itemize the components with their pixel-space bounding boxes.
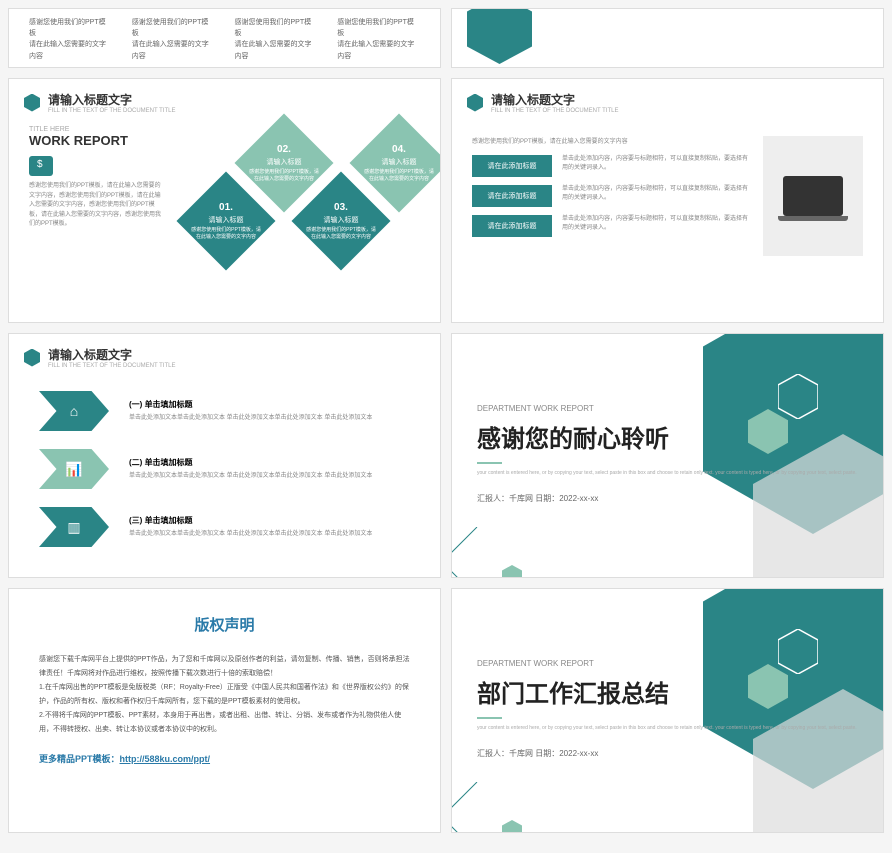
header-title: 请输入标题文字	[48, 91, 175, 108]
chart-icon: ▥	[67, 519, 80, 536]
more-templates-link: 更多精品PPT模板：http://588ku.com/ppt/	[39, 752, 410, 765]
content-row: 请在此添加标题 单击此处添加内容，内容要与标题相符，可以直接复制粘贴，要选择有用…	[472, 185, 748, 207]
laptop-image	[763, 136, 863, 256]
text-item: 感谢您使用我们的PPT模板 请在此输入您需要的文字内容	[235, 17, 318, 59]
slide-5: 请输入标题文字 FILL IN THE TEXT OF THE DOCUMENT…	[8, 333, 441, 578]
corner-decoration	[451, 527, 502, 578]
slide-3: 请输入标题文字 FILL IN THE TEXT OF THE DOCUMENT…	[8, 78, 441, 323]
slide-2	[451, 8, 884, 68]
text-item: 感谢您使用我们的PPT模板 请在此输入您需要的文字内容	[337, 17, 420, 59]
thank-you-title: 感谢您的耐心聆听	[477, 419, 857, 454]
slide-grid: 感谢您使用我们的PPT模板 请在此输入您需要的文字内容 感谢您使用我们的PPT模…	[8, 8, 884, 833]
slide-4: 请输入标题文字 FILL IN THE TEXT OF THE DOCUMENT…	[451, 78, 884, 323]
slide-8: DEPARTMENT WORK REPORT 部门工作汇报总结 your con…	[451, 588, 884, 833]
report-title: 部门工作汇报总结	[477, 674, 857, 709]
slide-1: 感谢您使用我们的PPT模板 请在此输入您需要的文字内容 感谢您使用我们的PPT模…	[8, 8, 441, 68]
hexagon-icon	[24, 94, 40, 112]
chart-icon: 📊	[65, 461, 82, 478]
content-row: 请在此添加标题 单击此处添加内容，内容要与标题相符，可以直接复制粘贴，要选择有用…	[472, 155, 748, 177]
hexagon-icon	[24, 349, 40, 367]
slide-7-copyright: 版权声明 感谢您下载千库网平台上提供的PPT作品，为了您和千库网以及原创作者的利…	[8, 588, 441, 833]
hexagon-icon	[467, 94, 483, 112]
header-subtitle: FILL IN THE TEXT OF THE DOCUMENT TITLE	[48, 108, 175, 114]
hexagon-tiny	[502, 565, 522, 578]
text-item: 感谢您使用我们的PPT模板 请在此输入您需要的文字内容	[29, 17, 112, 59]
copyright-title: 版权声明	[39, 614, 410, 635]
diamonds-chart: 01.请输入标题感谢您使用我们的PPT模板，请在此输入您需要的文字内容 02.请…	[186, 126, 420, 286]
ppt-link[interactable]: http://588ku.com/ppt/	[120, 754, 211, 764]
left-content: TITLE HERE WORK REPORT $ 感谢您使用我们的PPT模板，请…	[29, 126, 166, 286]
arrow-row: ⌂ (一) 单击填加标题单击此处添加文本单击此处添加文本 单击此处添加文本单击此…	[39, 391, 410, 431]
home-icon: ⌂	[70, 403, 78, 419]
arrow-row: ▥ (三) 单击填加标题单击此处添加文本单击此处添加文本 单击此处添加文本单击此…	[39, 507, 410, 547]
content-row: 请在此添加标题 单击此处添加内容，内容要与标题相符，可以直接复制粘贴，要选择有用…	[472, 215, 748, 237]
arrow-row: 📊 (二) 单击填加标题单击此处添加文本单击此处添加文本 单击此处添加文本单击此…	[39, 449, 410, 489]
text-item: 感谢您使用我们的PPT模板 请在此输入您需要的文字内容	[132, 17, 215, 59]
slide-header: 请输入标题文字 FILL IN THE TEXT OF THE DOCUMENT…	[9, 334, 440, 381]
slide-6: DEPARTMENT WORK REPORT 感谢您的耐心聆听 your con…	[451, 333, 884, 578]
corner-decoration	[451, 782, 502, 833]
dollar-icon: $	[29, 156, 53, 176]
copyright-text: 感谢您下载千库网平台上提供的PPT作品，为了您和千库网以及原创作者的利益，请勿复…	[39, 653, 410, 737]
slide-header: 请输入标题文字 FILL IN THE TEXT OF THE DOCUMENT…	[9, 79, 440, 126]
hexagon-tiny	[502, 820, 522, 833]
slide-header: 请输入标题文字 FILL IN THE TEXT OF THE DOCUMENT…	[452, 79, 883, 126]
